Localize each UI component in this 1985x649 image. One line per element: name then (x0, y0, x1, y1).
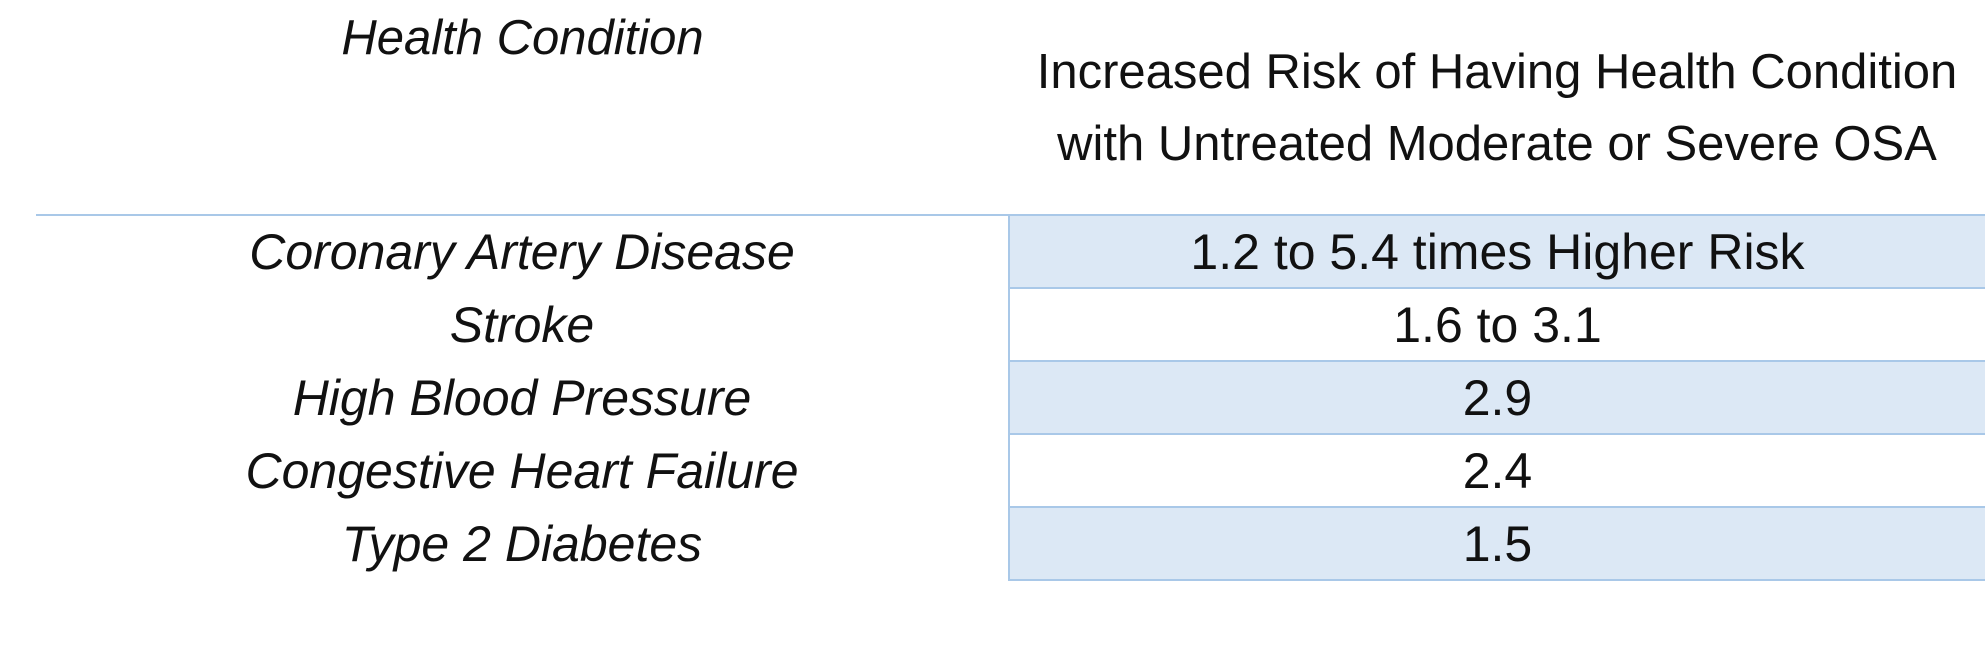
risk-table: Health Condition Increased Risk of Havin… (36, 0, 1985, 581)
table-row: Coronary Artery Disease 1.2 to 5.4 times… (36, 214, 1985, 289)
header-increased-risk: Increased Risk of Having Health Conditio… (1036, 45, 1958, 171)
risk-cell: 1.2 to 5.4 times Higher Risk (1008, 214, 1985, 289)
table-header-row: Health Condition Increased Risk of Havin… (36, 0, 1985, 215)
condition-cell: Coronary Artery Disease (249, 224, 795, 280)
risk-cell: 1.6 to 3.1 (1008, 287, 1985, 362)
risk-cell: 2.9 (1008, 360, 1985, 435)
condition-cell: Stroke (449, 296, 595, 353)
table-row: High Blood Pressure 2.9 (36, 360, 1985, 435)
header-health-condition: Health Condition (341, 11, 704, 65)
risk-cell: 1.5 (1008, 506, 1985, 581)
table-row: Type 2 Diabetes 1.5 (36, 506, 1985, 581)
condition-cell: High Blood Pressure (292, 369, 752, 426)
table-row: Congestive Heart Failure 2.4 (36, 433, 1985, 508)
risk-table-container: Health Condition Increased Risk of Havin… (36, 0, 1985, 581)
condition-cell: Congestive Heart Failure (245, 442, 799, 499)
table-row: Stroke 1.6 to 3.1 (36, 287, 1985, 362)
risk-cell: 2.4 (1008, 433, 1985, 508)
condition-cell: Type 2 Diabetes (341, 515, 703, 572)
